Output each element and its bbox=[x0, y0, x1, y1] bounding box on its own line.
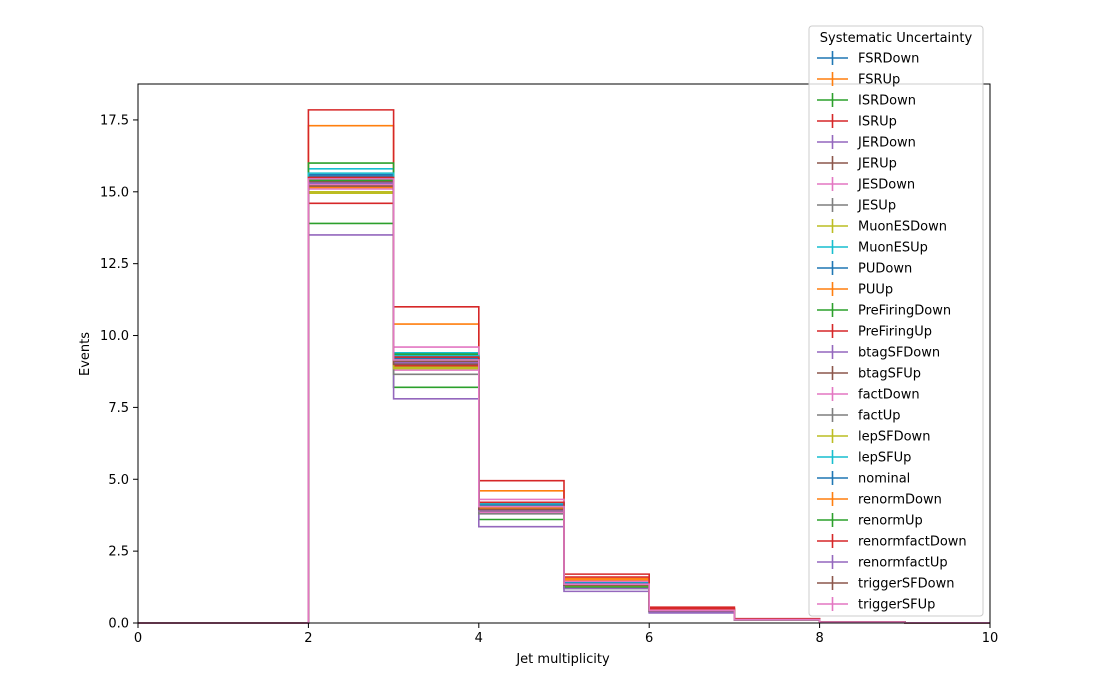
legend-label: btagSFUp bbox=[858, 367, 921, 382]
plot-area bbox=[138, 109, 990, 624]
legend-label: triggerSFDown bbox=[858, 577, 954, 592]
legend-label: PUUp bbox=[858, 283, 893, 298]
legend-label: JESDown bbox=[857, 178, 915, 193]
legend-label: ISRUp bbox=[858, 115, 897, 130]
axes: 0 2 4 6 8 10 0.0 2.5 5.0 7.5 10.0 12.5 15.0 17.5 bbox=[100, 83, 999, 646]
legend-item-renormDown: renormDown bbox=[817, 492, 942, 508]
legend-item-factUp: factUp bbox=[817, 408, 901, 424]
y-tick-label: 10.0 bbox=[100, 329, 129, 344]
y-tick-label: 7.5 bbox=[108, 401, 129, 416]
x-axis-label: Jet multiplicity bbox=[515, 652, 610, 667]
legend-item-PUDown: PUDown bbox=[817, 261, 912, 277]
legend-label: PreFiringDown bbox=[858, 304, 951, 319]
legend-item-triggerSFUp: triggerSFUp bbox=[817, 597, 935, 613]
y-tick-label: 15.0 bbox=[100, 185, 129, 200]
legend-label: factDown bbox=[858, 388, 920, 403]
legend-label: JERUp bbox=[857, 157, 897, 172]
legend-item-JESUp: JESUp bbox=[817, 198, 896, 214]
legend-box bbox=[808, 25, 984, 617]
x-tick-label: 4 bbox=[475, 631, 483, 646]
y-tick-label: 12.5 bbox=[100, 257, 129, 272]
legend-item-JERDown: JERDown bbox=[817, 135, 916, 151]
legend-item-ISRDown: ISRDown bbox=[817, 93, 916, 109]
legend-label: lepSFDown bbox=[858, 430, 930, 445]
legend-item-ISRUp: ISRUp bbox=[817, 114, 897, 130]
legend-item-lepSFUp: lepSFUp bbox=[817, 450, 911, 466]
legend-label: renormUp bbox=[858, 514, 923, 529]
x-tick-label: 2 bbox=[304, 631, 312, 646]
legend-label: FSRUp bbox=[858, 73, 900, 88]
x-tick-label: 0 bbox=[134, 631, 142, 646]
y-tick-label: 0.0 bbox=[108, 617, 129, 632]
legend-item-FSRDown: FSRDown bbox=[817, 51, 919, 67]
y-axis-label: Events bbox=[78, 332, 93, 376]
legend-item-triggerSFDown: triggerSFDown bbox=[817, 576, 954, 592]
legend-item-lepSFDown: lepSFDown bbox=[817, 429, 930, 445]
y-tick-label: 5.0 bbox=[108, 473, 129, 488]
legend-label: lepSFUp bbox=[858, 451, 911, 466]
legend-item-MuonESUp: MuonESUp bbox=[817, 240, 928, 256]
x-tick-label: 10 bbox=[982, 631, 999, 646]
legend-label: btagSFDown bbox=[858, 346, 940, 361]
legend-item-btagSFDown: btagSFDown bbox=[817, 345, 940, 361]
legend-item-MuonESDown: MuonESDown bbox=[817, 219, 947, 235]
legend-label: PreFiringUp bbox=[858, 325, 932, 340]
legend-item-PUUp: PUUp bbox=[817, 282, 893, 298]
legend-label: renormfactUp bbox=[858, 556, 948, 571]
legend-item-btagSFUp: btagSFUp bbox=[817, 366, 921, 382]
legend-label: triggerSFUp bbox=[858, 598, 935, 613]
y-tick-label: 17.5 bbox=[100, 113, 129, 128]
legend-label: ISRDown bbox=[858, 94, 916, 109]
legend-label: JERDown bbox=[857, 136, 916, 151]
legend-label: MuonESDown bbox=[858, 220, 947, 235]
legend-title: Systematic Uncertainty bbox=[820, 31, 973, 46]
legend-item-PreFiringDown: PreFiringDown bbox=[817, 303, 951, 319]
x-tick-label: 6 bbox=[645, 631, 653, 646]
series-line-triggerSFUp bbox=[138, 178, 990, 624]
legend-item-JERUp: JERUp bbox=[817, 156, 897, 172]
y-tick-label: 2.5 bbox=[108, 545, 129, 560]
axes-frame bbox=[137, 83, 991, 624]
legend-item-renormfactDown: renormfactDown bbox=[817, 534, 967, 550]
legend-item-renormfactUp: renormfactUp bbox=[817, 555, 948, 571]
legend-label: nominal bbox=[858, 472, 910, 487]
x-tick-label: 8 bbox=[815, 631, 823, 646]
legend-label: JESUp bbox=[857, 199, 896, 214]
legend-item-FSRUp: FSRUp bbox=[817, 72, 900, 88]
legend-item-PreFiringUp: PreFiringUp bbox=[817, 324, 932, 340]
legend-label: FSRDown bbox=[858, 52, 919, 67]
legend-label: renormfactDown bbox=[858, 535, 967, 550]
legend-item-JESDown: JESDown bbox=[817, 177, 915, 193]
legend-label: MuonESUp bbox=[858, 241, 928, 256]
legend-label: PUDown bbox=[858, 262, 912, 277]
legend-label: renormDown bbox=[858, 493, 942, 508]
legend-item-renormUp: renormUp bbox=[817, 513, 923, 529]
legend-item-nominal: nominal bbox=[817, 471, 910, 487]
legend-label: factUp bbox=[858, 409, 901, 424]
legend-entries: FSRDown FSRUp ISRDown ISRUp JERDown JERUp JESD… bbox=[817, 51, 967, 613]
legend-item-factDown: factDown bbox=[817, 387, 920, 403]
legend: Systematic Uncertainty FSRDown FSRUp ISRDo… bbox=[808, 25, 984, 617]
